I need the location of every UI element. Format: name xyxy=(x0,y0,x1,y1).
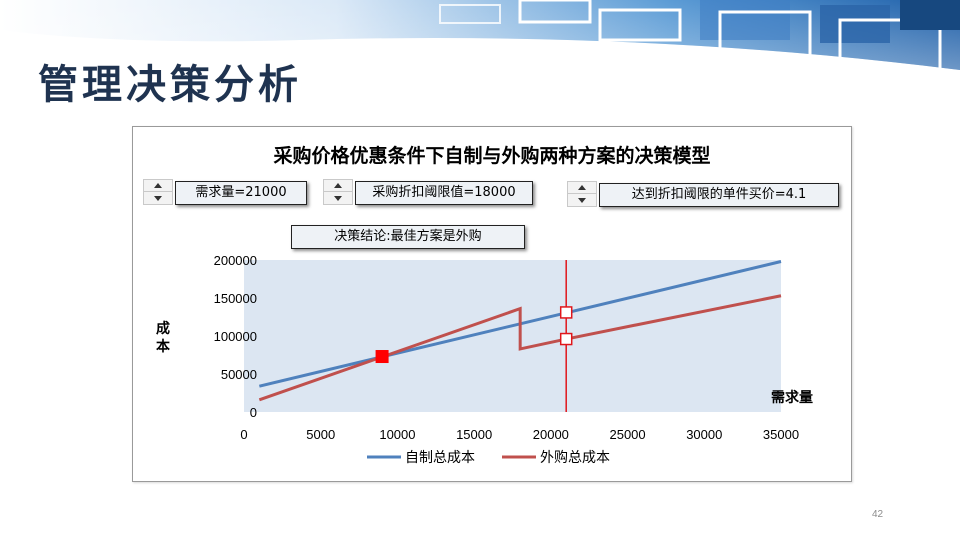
demand-spinner[interactable] xyxy=(143,179,173,205)
unit-price-value-box: 达到折扣阈限的单件买价=4.1 xyxy=(599,183,839,207)
threshold-spinner[interactable] xyxy=(323,179,353,205)
arrow-up-icon xyxy=(154,183,162,188)
unit-price-spinner-up[interactable] xyxy=(568,182,596,194)
y-tick-label: 0 xyxy=(250,405,257,420)
unit-price-spinner[interactable] xyxy=(567,181,597,207)
decision-conclusion-box: 决策结论:最佳方案是外购 xyxy=(291,225,525,249)
y-tick-label: 150000 xyxy=(214,291,257,306)
y-axis-label-line-1: 成 xyxy=(156,320,170,337)
breakeven-marker xyxy=(375,350,389,364)
chart-area: 采购价格优惠条件下自制与外购两种方案的决策模型 需求量=21000 采购折扣阈限… xyxy=(132,126,852,482)
threshold-value-box: 采购折扣阈限值=18000 xyxy=(355,181,533,205)
legend-label: 自制总成本 xyxy=(405,450,475,466)
demand-spinner-down[interactable] xyxy=(144,192,172,204)
threshold-spinner-down[interactable] xyxy=(324,192,352,204)
arrow-down-icon xyxy=(334,195,342,201)
chart-legend: 自制总成本 外购总成本 xyxy=(367,450,610,466)
y-tick-label: 200000 xyxy=(214,253,257,268)
y-tick-label: 100000 xyxy=(214,329,257,344)
y-axis-label-line-2: 本 xyxy=(156,338,171,355)
demand-cost-marker xyxy=(559,332,573,346)
arrow-down-icon xyxy=(154,195,162,201)
arrow-up-icon xyxy=(334,183,342,188)
demand-cost-marker xyxy=(559,306,573,319)
plot-background xyxy=(244,260,781,412)
x-axis-label: 需求量 xyxy=(771,389,813,406)
legend-label: 外购总成本 xyxy=(540,450,610,466)
slide-title: 管理决策分析 xyxy=(38,61,302,108)
cost-chart: 0 5000 10000 15000 20000 25000 30000 35000 0 500… xyxy=(156,253,813,466)
x-tick-label: 5000 xyxy=(306,427,335,442)
x-tick-label: 0 xyxy=(240,427,247,442)
chart-title: 采购价格优惠条件下自制与外购两种方案的决策模型 xyxy=(273,145,711,167)
y-tick-label: 50000 xyxy=(221,367,257,382)
header-banner xyxy=(0,0,960,72)
page-number: 42 xyxy=(872,509,884,520)
x-tick-label: 15000 xyxy=(456,427,492,442)
unit-price-spinner-down[interactable] xyxy=(568,194,596,206)
x-tick-label: 20000 xyxy=(533,427,569,442)
demand-value-box: 需求量=21000 xyxy=(175,181,307,205)
series-line xyxy=(258,294,782,402)
x-tick-label: 35000 xyxy=(763,427,799,442)
x-tick-label: 10000 xyxy=(379,427,415,442)
arrow-down-icon xyxy=(578,197,586,203)
threshold-spinner-up[interactable] xyxy=(324,180,352,192)
x-tick-label: 30000 xyxy=(686,427,722,442)
x-tick-label: 25000 xyxy=(609,427,645,442)
demand-spinner-up[interactable] xyxy=(144,180,172,192)
arrow-up-icon xyxy=(578,185,586,190)
